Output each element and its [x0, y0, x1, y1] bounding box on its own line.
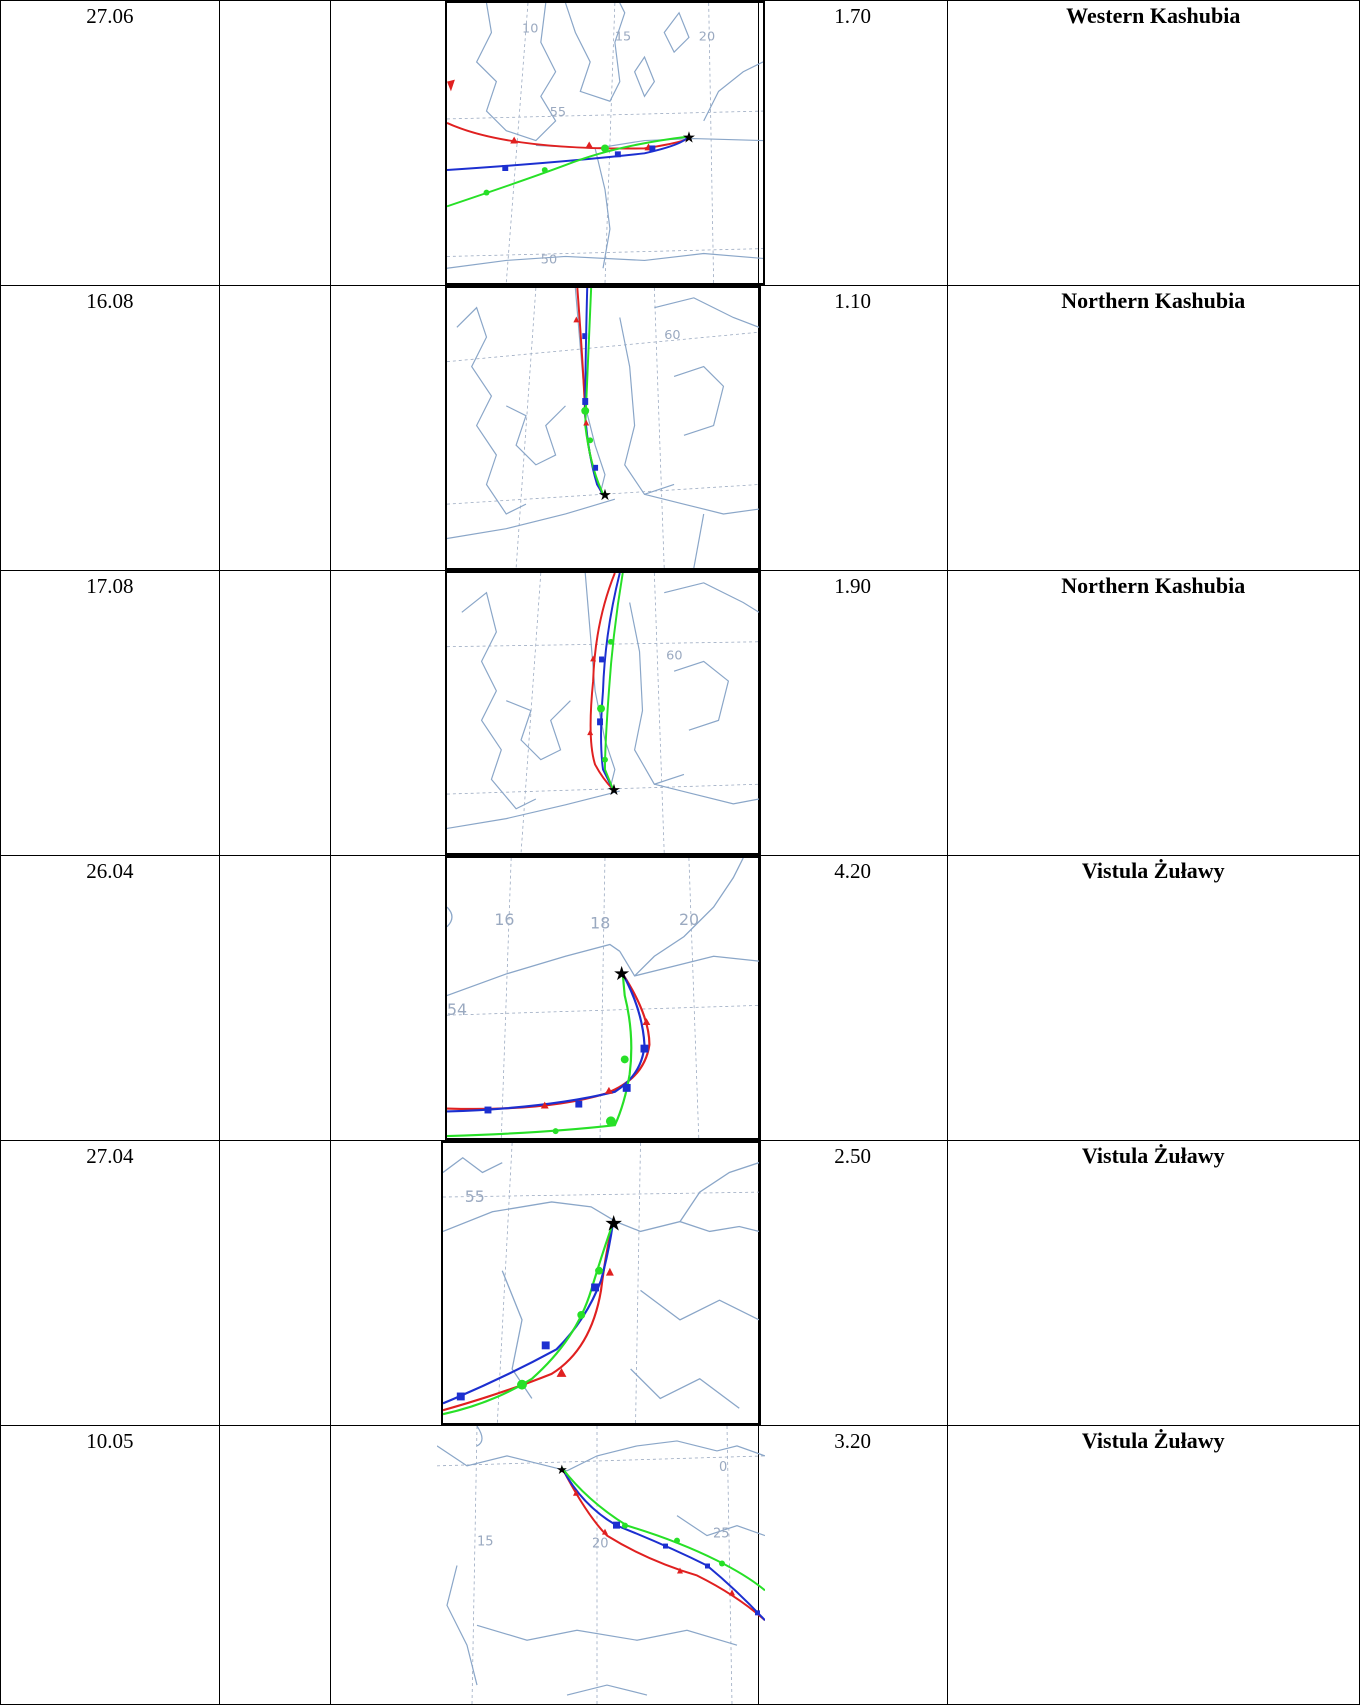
empty-cell — [218, 1140, 331, 1426]
date-text: 27.06 — [86, 4, 134, 28]
map-label: 55 — [464, 1187, 484, 1206]
map-label: 16 — [494, 910, 514, 929]
date-text: 17.08 — [86, 574, 134, 598]
map-label: 25 — [713, 1527, 730, 1542]
map-cell: 60 ★ — [329, 285, 761, 571]
svg-text:★: ★ — [598, 487, 612, 504]
value-cell: 2.50 — [757, 1140, 948, 1426]
empty-cell — [218, 855, 331, 1141]
map-cell: 16 18 20 54 ★ — [329, 855, 761, 1141]
svg-text:★: ★ — [603, 1211, 622, 1235]
table-row: 16.08 — [0, 285, 1360, 571]
region-text: Vistula Żuławy — [1081, 1428, 1225, 1453]
map-label: 55 — [549, 105, 565, 120]
trajectory-map: 55 ★ — [440, 1141, 761, 1425]
value-cell: 1.70 — [757, 0, 948, 286]
date-cell: 17.08 — [0, 570, 220, 856]
date-cell: 10.05 — [0, 1425, 220, 1705]
map-label: 20 — [592, 1537, 609, 1552]
region-text: Vistula Żuławy — [1081, 858, 1225, 883]
date-cell: 26.04 — [0, 855, 220, 1141]
table-row: 26.04 16 18 — [0, 855, 1360, 1141]
region-cell: Western Kashubia — [946, 0, 1360, 286]
region-cell: Northern Kashubia — [946, 570, 1360, 856]
map-label: 60 — [666, 648, 682, 663]
date-cell: 27.06 — [0, 0, 220, 286]
trajectory-map: 60 ★ — [444, 286, 761, 570]
svg-text:★: ★ — [612, 963, 630, 985]
date-cell: 27.04 — [0, 1140, 220, 1426]
table-row: 27.06 — [0, 0, 1360, 286]
region-text: Vistula Żuławy — [1081, 1143, 1225, 1168]
value-cell: 3.20 — [757, 1425, 948, 1705]
map-cell: 60 ★ — [329, 570, 761, 856]
map-label: 60 — [664, 328, 680, 343]
value-text: 3.20 — [834, 1429, 872, 1453]
date-text: 26.04 — [86, 859, 134, 883]
map-label: 54 — [447, 1000, 467, 1019]
date-cell: 16.08 — [0, 285, 220, 571]
region-text: Northern Kashubia — [1061, 573, 1246, 598]
value-text: 1.10 — [834, 289, 872, 313]
date-text: 27.04 — [86, 1144, 134, 1168]
map-label: 20 — [679, 910, 699, 929]
region-cell: Vistula Żuławy — [946, 855, 1360, 1141]
empty-cell — [218, 1425, 331, 1705]
map-cell: 55 ★ — [329, 1140, 761, 1426]
value-text: 2.50 — [834, 1144, 872, 1168]
map-label: 15 — [477, 1535, 494, 1550]
date-text: 16.08 — [86, 289, 134, 313]
table-row: 27.04 — [0, 1140, 1360, 1426]
svg-text:★: ★ — [606, 782, 620, 799]
value-cell: 4.20 — [757, 855, 948, 1141]
value-cell: 1.10 — [757, 285, 948, 571]
region-text: Northern Kashubia — [1061, 288, 1246, 313]
map-label: 50 — [540, 252, 556, 267]
svg-text:★: ★ — [682, 130, 696, 147]
trajectory-map: 15 20 25 0 ★ — [436, 1426, 765, 1704]
map-label: 0 — [719, 1460, 727, 1475]
map-cell: 10 15 20 55 50 ★ — [329, 0, 765, 286]
empty-cell — [218, 285, 331, 571]
trajectory-map: 16 18 20 54 ★ — [444, 856, 761, 1140]
empty-cell — [218, 570, 331, 856]
value-text: 4.20 — [834, 859, 872, 883]
table-row: 17.08 — [0, 570, 1360, 856]
map-label: 15 — [614, 29, 630, 44]
trajectory-map: 10 15 20 55 50 ★ — [444, 1, 765, 285]
region-cell: Vistula Żuławy — [946, 1425, 1360, 1705]
svg-text:★: ★ — [556, 1462, 568, 1477]
region-cell: Vistula Żuławy — [946, 1140, 1360, 1426]
empty-cell — [218, 0, 331, 286]
trajectory-map: 60 ★ — [444, 571, 761, 855]
region-text: Western Kashubia — [1066, 3, 1241, 28]
value-text: 1.90 — [834, 574, 872, 598]
map-cell: 15 20 25 0 ★ — [329, 1425, 765, 1705]
value-text: 1.70 — [834, 4, 872, 28]
map-label: 20 — [698, 29, 714, 44]
map-label: 18 — [590, 914, 610, 933]
table-row: 10.05 — [0, 1425, 1360, 1705]
date-text: 10.05 — [86, 1429, 134, 1453]
map-label: 10 — [522, 22, 538, 37]
value-cell: 1.90 — [757, 570, 948, 856]
region-cell: Northern Kashubia — [946, 285, 1360, 571]
